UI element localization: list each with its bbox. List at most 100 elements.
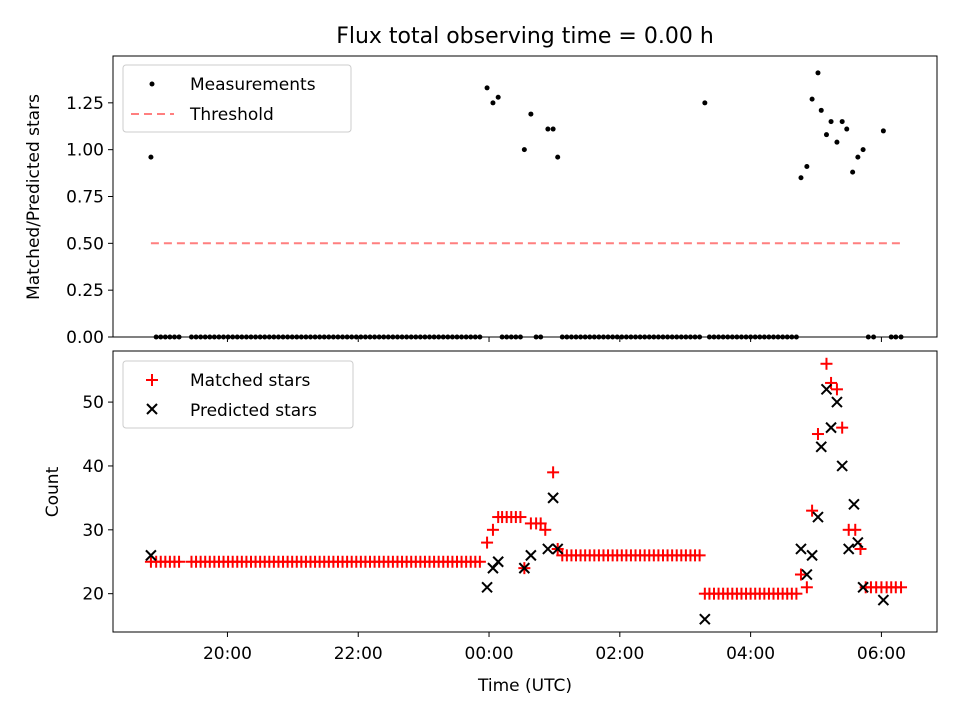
bottom-xtick-label: 00:00 xyxy=(465,644,514,664)
bottom-ytick-label: 50 xyxy=(82,393,104,413)
measurements-point xyxy=(148,154,154,160)
predicted-stars-point-b xyxy=(825,421,837,434)
matched-stars-point xyxy=(473,555,486,568)
predicted-stars-point-b xyxy=(806,549,818,562)
measurements-point xyxy=(550,126,556,132)
predicted-stars-point-b xyxy=(831,396,843,408)
predicted-stars-point-b xyxy=(547,492,559,504)
measurements-point xyxy=(495,94,501,100)
top-x-axis xyxy=(226,337,882,342)
predicted-stars-point xyxy=(836,460,848,472)
measurements-point xyxy=(880,128,886,134)
bottom-y-axis-label: Count xyxy=(43,466,63,517)
predicted-stars-point xyxy=(848,498,860,510)
predicted-stars-point-b xyxy=(852,536,864,549)
series-measurements xyxy=(148,70,904,340)
matched-stars-point xyxy=(895,581,908,594)
measurements-point xyxy=(855,154,861,160)
measurements-point xyxy=(860,147,866,153)
bottom-xtick-label: 20:00 xyxy=(203,644,252,664)
predicted-stars-point xyxy=(518,562,531,574)
predicted-stars-point xyxy=(825,421,837,434)
measurements-point xyxy=(484,85,490,91)
predicted-stars-point xyxy=(699,613,711,625)
matched-stars-point xyxy=(800,581,813,594)
predicted-stars-point xyxy=(542,543,554,555)
predicted-stars-point-b xyxy=(542,543,554,555)
predicted-stars-point-b xyxy=(836,460,848,472)
matched-stars-point xyxy=(486,523,499,536)
predicted-stars-point xyxy=(551,543,564,555)
bottom-xtick-label: 22:00 xyxy=(334,644,383,664)
bottom-plot-area xyxy=(144,357,908,625)
measurements-point xyxy=(823,132,829,138)
legend-marker-matched-stars xyxy=(146,374,158,386)
matched-stars-point xyxy=(806,504,819,517)
measurements-point xyxy=(528,111,534,117)
top-ytick-label: 1.00 xyxy=(66,141,104,161)
predicted-stars-point xyxy=(815,441,827,453)
series-predicted-stars xyxy=(145,383,890,625)
top-plot-area xyxy=(148,70,904,340)
predicted-stars-point-b xyxy=(525,549,537,562)
measurements-point xyxy=(850,169,856,175)
bottom-axes-frame xyxy=(112,350,938,633)
measurements-point xyxy=(818,107,824,113)
predicted-stars-point xyxy=(877,594,890,606)
legend-label-threshold: Threshold xyxy=(189,105,274,125)
matched-stars-point xyxy=(820,357,833,370)
matched-stars-point xyxy=(825,376,838,389)
matched-stars-point xyxy=(790,587,803,600)
predicted-stars-point xyxy=(857,581,869,594)
predicted-stars-point-b xyxy=(481,581,493,594)
measurements-point xyxy=(798,175,804,181)
bottom-ytick-label: 30 xyxy=(82,521,104,541)
predicted-stars-point-b xyxy=(699,613,711,625)
matched-stars-point xyxy=(173,555,186,568)
predicted-stars-point xyxy=(481,581,493,594)
predicted-stars-point xyxy=(492,556,504,568)
top-ytick-label: 0.00 xyxy=(66,328,104,348)
bottom-ytick-label: 20 xyxy=(82,585,104,605)
bottom-legend: Matched stars Predicted stars xyxy=(122,360,354,429)
top-legend: Measurements Threshold xyxy=(122,64,352,133)
measurements-point xyxy=(809,96,815,102)
predicted-stars-point xyxy=(820,383,833,396)
predicted-stars-point-b xyxy=(815,441,827,453)
measurements-point xyxy=(702,100,708,106)
legend-marker-predicted-stars xyxy=(146,403,158,415)
measurements-point xyxy=(804,164,810,170)
matched-stars-point xyxy=(830,383,843,396)
predicted-stars-point xyxy=(801,568,813,581)
legend-label-predicted-stars: Predicted stars xyxy=(190,401,317,421)
bottom-x-axis: 20:00 22:00 00:00 02:00 04:00 06:00 xyxy=(203,632,906,664)
predicted-stars-point-b xyxy=(843,543,855,555)
measurements-point xyxy=(545,126,551,132)
predicted-stars-point xyxy=(795,543,807,555)
top-panel: 0.00 0.25 0.50 0.75 1.00 1.25 Matched/Predict… xyxy=(24,55,938,348)
matched-stars-point xyxy=(539,523,552,536)
predicted-stars-point-b xyxy=(492,556,504,568)
top-ytick-label: 0.75 xyxy=(66,188,104,208)
series-matched-stars xyxy=(144,357,908,600)
legend-label-measurements: Measurements xyxy=(190,75,316,95)
legend-label-matched-stars: Matched stars xyxy=(190,371,310,391)
top-legend-box xyxy=(122,64,352,133)
predicted-stars-point xyxy=(852,536,864,549)
top-ytick-label: 0.50 xyxy=(66,234,104,254)
matched-stars-point xyxy=(514,511,527,524)
predicted-stars-point xyxy=(812,511,824,523)
legend-marker-measurements xyxy=(149,81,155,87)
bottom-ytick-label: 40 xyxy=(82,457,104,477)
predicted-stars-point xyxy=(145,549,157,562)
matched-stars-point xyxy=(836,421,849,434)
predicted-stars-point-b xyxy=(812,511,824,523)
measurements-point xyxy=(521,147,527,153)
top-ytick-label: 1.25 xyxy=(66,94,104,114)
matched-stars-point xyxy=(811,428,824,441)
measurements-point xyxy=(844,126,850,132)
measurements-point xyxy=(555,154,561,160)
measurements-point xyxy=(828,119,834,125)
